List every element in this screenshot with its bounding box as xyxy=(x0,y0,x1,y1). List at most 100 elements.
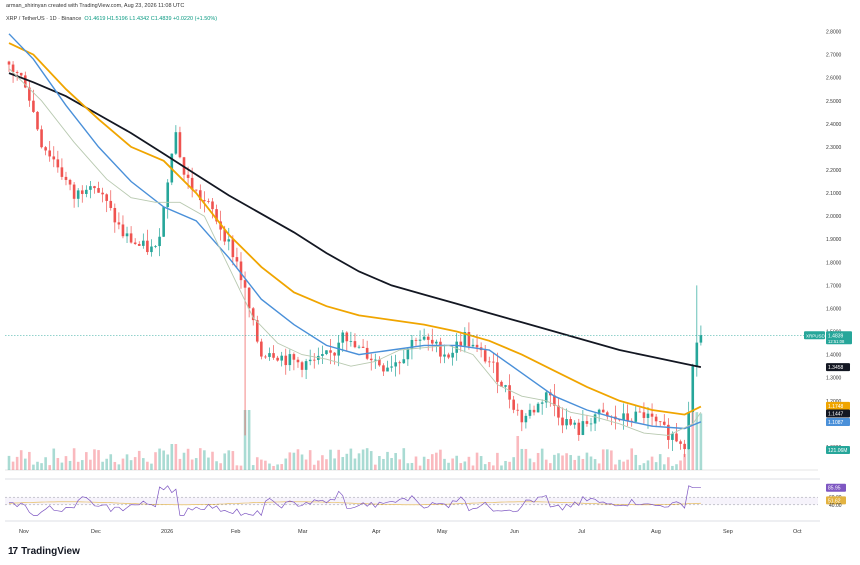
volume-bar xyxy=(528,458,532,470)
volume-bar xyxy=(345,453,349,470)
candle-body xyxy=(430,339,434,344)
candle-body xyxy=(48,150,51,157)
volume-bar xyxy=(36,461,39,470)
candle-body xyxy=(483,350,487,362)
candle-body xyxy=(386,367,389,372)
time-tick-label: Mar xyxy=(298,529,308,535)
candle-body xyxy=(85,189,88,194)
candle-body xyxy=(166,182,170,208)
volume-bar xyxy=(610,450,613,470)
candle-body xyxy=(671,433,674,440)
candle-body xyxy=(64,176,68,180)
volume-bar xyxy=(113,461,117,470)
volume-bar xyxy=(174,444,178,470)
volume-bar xyxy=(80,460,84,470)
candle-body xyxy=(557,405,560,418)
volume-bar xyxy=(479,456,483,470)
candle-body xyxy=(174,132,178,154)
volume-bar xyxy=(284,458,288,470)
ma200-price-tag-bg xyxy=(826,363,850,372)
candle-body xyxy=(211,201,214,210)
volume-bar xyxy=(496,452,499,470)
price-tick-label: 2.6000 xyxy=(826,76,842,82)
volume-bar xyxy=(325,459,328,470)
volume-bar xyxy=(231,451,235,470)
time-tick-label: May xyxy=(437,529,448,535)
candle-body xyxy=(72,184,76,199)
series-line-ma20 xyxy=(8,68,702,436)
volume-bar xyxy=(654,462,658,470)
candle-body xyxy=(333,352,336,356)
volume-bar xyxy=(597,463,601,470)
volume-bar xyxy=(260,459,263,470)
volume-bar xyxy=(504,460,507,470)
volume-bar xyxy=(382,458,385,470)
candle-body xyxy=(239,261,243,281)
volume-bar xyxy=(699,413,703,470)
volume-bar xyxy=(276,464,279,470)
volume-bar xyxy=(443,458,446,470)
volume-bar xyxy=(605,449,609,470)
volume-bar xyxy=(264,460,267,470)
candle-body xyxy=(569,419,572,425)
volume-bar xyxy=(601,449,605,470)
volume-bar xyxy=(353,458,357,470)
candle-body xyxy=(129,233,133,243)
candle-body xyxy=(589,423,593,425)
volume-bar xyxy=(133,457,137,470)
volume-bar xyxy=(662,464,666,470)
volume-bar xyxy=(593,459,597,470)
candle-body xyxy=(504,385,507,387)
volume-bar xyxy=(544,459,548,470)
candle-body xyxy=(255,320,259,342)
volume-bar xyxy=(650,456,654,470)
volume-bar xyxy=(48,465,51,470)
volume-bar xyxy=(227,450,231,470)
volume-bar xyxy=(630,448,634,470)
candle-body xyxy=(243,280,247,288)
volume-bar xyxy=(72,448,76,470)
candle-body xyxy=(280,355,283,361)
volume-bar xyxy=(317,460,320,470)
volume-bar xyxy=(194,458,198,470)
candle-body xyxy=(585,421,589,424)
candle-body xyxy=(109,200,113,208)
volume-bar xyxy=(129,460,133,470)
series-line-ma100 xyxy=(8,42,702,416)
candle-body xyxy=(186,174,190,178)
tradingview-logo: 17 xyxy=(8,546,18,557)
volume-bar xyxy=(15,456,19,470)
volume-bar xyxy=(93,449,96,470)
time-tick-label: Sep xyxy=(723,529,733,535)
volume-bar xyxy=(695,412,699,470)
candle-body xyxy=(101,192,104,195)
volume-bar xyxy=(386,451,389,470)
price-tick-label: 1.2000 xyxy=(826,399,842,405)
candle-body xyxy=(162,207,165,237)
symbol-tag-bg xyxy=(804,331,825,340)
candle-body xyxy=(463,332,467,346)
volume-bar xyxy=(28,451,31,470)
volume-bar xyxy=(308,450,312,470)
volume-bar xyxy=(520,448,524,470)
candle-body xyxy=(300,362,304,370)
volume-bar xyxy=(634,454,638,470)
volume-bar xyxy=(11,461,15,470)
candle-body xyxy=(117,222,121,225)
volume-bar xyxy=(549,463,552,470)
volume-bar xyxy=(426,458,430,470)
candle-body xyxy=(198,190,202,201)
volume-bar xyxy=(296,449,300,470)
volume-bar xyxy=(68,460,72,470)
candle-body xyxy=(471,344,475,347)
candle-body xyxy=(394,362,397,367)
volume-bar xyxy=(186,448,190,470)
candle-body xyxy=(512,399,515,410)
volume-bar xyxy=(146,461,149,470)
volume-tag-bg xyxy=(826,446,850,454)
candle-body xyxy=(52,156,56,160)
candle-body xyxy=(227,239,231,242)
candle-body xyxy=(398,362,402,364)
candle-body xyxy=(500,381,503,387)
